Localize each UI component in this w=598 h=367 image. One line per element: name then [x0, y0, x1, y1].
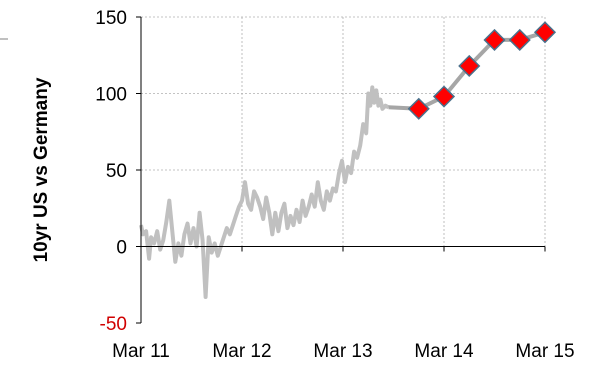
y-tick-label: 50	[106, 161, 127, 182]
forecast-point	[508, 28, 531, 52]
x-tick-label: Mar 11	[112, 341, 170, 362]
axes	[136, 16, 546, 324]
forecast-point	[432, 85, 456, 108]
x-tick-label: Mar 12	[212, 341, 271, 362]
y-axis-title: 10yr US vs Germany	[31, 77, 52, 262]
forecast-point	[458, 54, 481, 78]
x-tick-label: Mar 13	[313, 341, 372, 362]
forecast-point	[533, 21, 557, 44]
y-tick-label: 150	[95, 8, 127, 29]
x-tick-label: Mar 15	[515, 341, 574, 362]
forecast-point	[483, 28, 506, 52]
history-line	[139, 85, 390, 299]
history-series	[139, 85, 390, 299]
y-tick-label: 0	[116, 238, 127, 259]
forecast-point	[407, 97, 430, 120]
x-tick-label: Mar 14	[414, 341, 474, 362]
tick-labels: -50 0 50 100 150 Mar 11 Mar 12 Mar 13 Mar 14 Mar …	[95, 8, 574, 362]
y-tick-label: -50	[100, 314, 127, 335]
forecast-series	[388, 21, 557, 120]
y-tick-label: 100	[95, 85, 127, 106]
